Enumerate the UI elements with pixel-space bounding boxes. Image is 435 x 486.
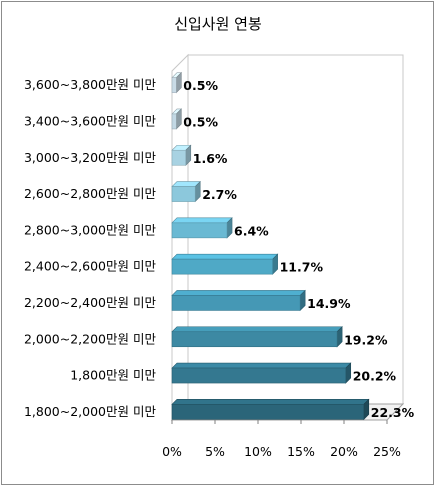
bar — [171, 362, 352, 384]
bar — [171, 217, 233, 239]
bar-front — [171, 113, 177, 130]
data-label: 0.5% — [183, 78, 218, 93]
data-label: 11.7% — [280, 260, 324, 275]
data-label: 19.2% — [344, 332, 388, 347]
bar — [171, 326, 343, 348]
category-label: 3,000~3,200만원 미만 — [24, 150, 157, 165]
bar-front — [171, 258, 273, 275]
bar-top — [171, 217, 233, 224]
data-label: 20.2% — [353, 369, 397, 384]
x-tick-label: 20% — [330, 444, 358, 459]
x-tick-label: 25% — [373, 444, 401, 459]
bar-front — [171, 222, 228, 239]
x-tick-label: 10% — [244, 444, 272, 459]
bar-front — [171, 77, 177, 93]
bar-front — [171, 149, 187, 166]
data-label: 2.7% — [202, 187, 237, 202]
category-label: 3,600~3,800만원 미만 — [24, 77, 157, 92]
bar-top — [171, 290, 306, 296]
bar-top — [171, 326, 343, 333]
bar-front — [171, 404, 365, 420]
category-label: 1,800만원 미만 — [70, 368, 156, 383]
x-tick-label: 5% — [205, 444, 225, 459]
bar-front — [171, 331, 338, 348]
category-label: 2,400~2,600만원 미만 — [24, 259, 157, 274]
bar-top — [171, 399, 370, 405]
x-tick-label: 0% — [162, 444, 182, 459]
bar — [171, 108, 183, 130]
x-tick-label: 15% — [287, 444, 315, 459]
bar-front — [171, 367, 347, 384]
data-label: 6.4% — [234, 223, 269, 238]
bar — [171, 253, 279, 275]
chart-title: 신입사원 연봉 — [174, 15, 262, 33]
bars-group — [171, 71, 370, 421]
x-axis-ticks: 0% 5% 10% 15% 20% 25% — [162, 420, 401, 459]
bar-front — [171, 186, 196, 202]
data-labels: 0.5% 0.5% 1.6% 2.7% 6.4% 11.7% 14.9% 19.2% 20.2%… — [183, 78, 414, 420]
bar — [171, 144, 192, 166]
bar — [171, 180, 201, 203]
category-label: 1,800~2,000만원 미만 — [24, 404, 157, 419]
data-label: 14.9% — [307, 296, 351, 311]
bar-top — [171, 253, 279, 260]
category-label: 2,000~2,200만원 미만 — [24, 331, 157, 346]
bar-front — [171, 295, 301, 311]
bar — [171, 71, 183, 94]
category-label: 3,400~3,600만원 미만 — [24, 113, 157, 128]
category-labels: 3,600~3,800만원 미만 3,400~3,600만원 미만 3,000~3,… — [24, 77, 157, 419]
data-label: 0.5% — [183, 114, 218, 129]
bar — [171, 398, 370, 421]
category-label: 2,600~2,800만원 미만 — [24, 186, 157, 201]
category-label: 2,800~3,000만원 미만 — [24, 222, 157, 237]
data-label: 22.3% — [371, 405, 415, 420]
bar-top — [171, 362, 352, 369]
bar — [171, 289, 306, 312]
data-label: 1.6% — [193, 151, 228, 166]
category-label: 2,200~2,400만원 미만 — [24, 295, 157, 310]
